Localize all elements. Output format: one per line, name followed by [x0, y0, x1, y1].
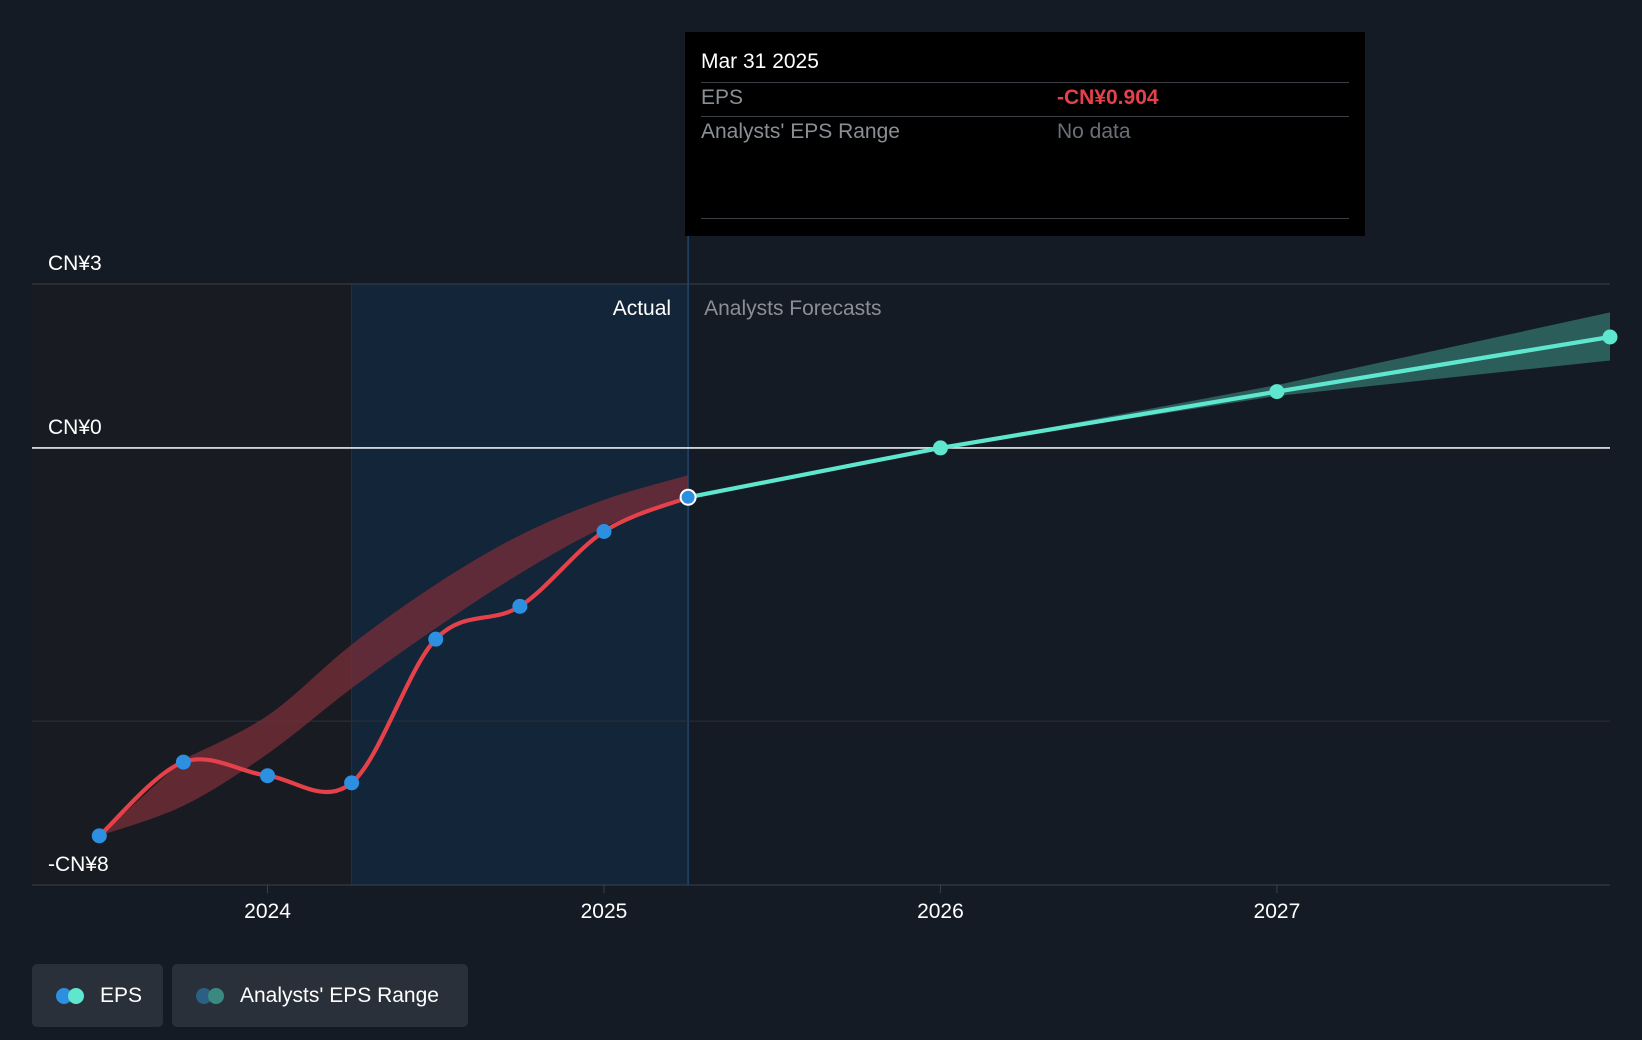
eps-point	[344, 775, 360, 791]
legend-dot	[68, 987, 84, 1004]
eps-point	[428, 631, 444, 647]
forecast-range-band	[940, 312, 1610, 448]
tooltip: Mar 31 2025 EPS -CN¥0.904 Analysts' EPS …	[685, 32, 1365, 236]
eps-point	[512, 598, 528, 614]
tooltip-eps-label: EPS	[701, 86, 744, 109]
legend-eps-label: EPS	[100, 983, 143, 1007]
past-estimate-band	[99, 475, 689, 836]
x-tick-label: 2027	[1254, 900, 1301, 923]
actual-label: Actual	[613, 297, 671, 320]
eps-actual-line	[97, 495, 691, 838]
x-tick-label: 2025	[581, 900, 628, 923]
forecast-point	[1269, 384, 1285, 400]
eps-point	[596, 524, 612, 540]
tooltip-eps-value: -CN¥0.904	[1057, 86, 1159, 109]
tooltip-date: Mar 31 2025	[701, 50, 819, 73]
y-tick-label: CN¥3	[48, 252, 102, 275]
legend-analysts-range[interactable]: Analysts' EPS Range	[172, 964, 468, 1027]
eps-legend-icon	[56, 987, 86, 1004]
tooltip-divider	[701, 82, 1349, 83]
forecast-point	[1602, 329, 1618, 345]
legend-eps[interactable]: EPS	[32, 964, 163, 1027]
legend-dot	[208, 987, 224, 1004]
eps-point	[260, 768, 276, 784]
tooltip-divider	[701, 116, 1349, 117]
x-tick-label: 2024	[244, 900, 291, 923]
tooltip-range-label: Analysts' EPS Range	[701, 120, 900, 143]
legend-range-label: Analysts' EPS Range	[240, 983, 439, 1007]
y-tick-label: -CN¥8	[48, 853, 109, 876]
highlighted-eps-point	[679, 488, 697, 506]
forecast-label: Analysts Forecasts	[704, 297, 881, 320]
eps-point	[175, 754, 191, 770]
y-tick-label: CN¥0	[48, 416, 102, 439]
tooltip-divider	[701, 218, 1349, 219]
tooltip-range-value: No data	[1057, 120, 1131, 143]
range-legend-icon	[196, 987, 226, 1004]
x-tick-label: 2026	[917, 900, 964, 923]
actual-region	[351, 284, 689, 885]
eps-point	[91, 828, 107, 844]
eps-forecast-line	[685, 334, 1613, 500]
forecast-point	[932, 440, 948, 456]
